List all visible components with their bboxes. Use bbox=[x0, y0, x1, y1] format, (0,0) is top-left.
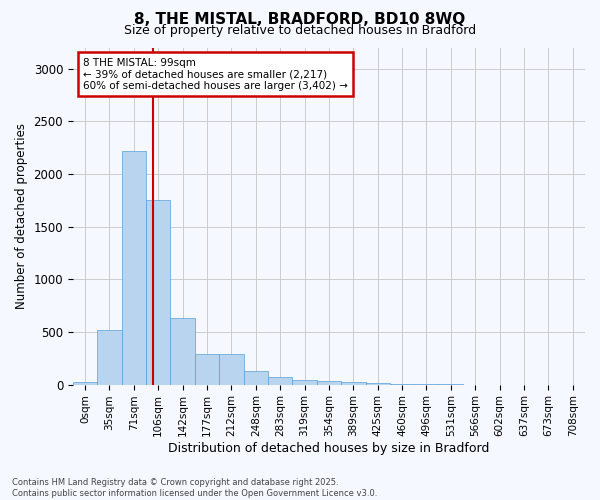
Bar bbox=[73, 382, 97, 384]
Bar bbox=[97, 330, 122, 384]
Text: 8, THE MISTAL, BRADFORD, BD10 8WQ: 8, THE MISTAL, BRADFORD, BD10 8WQ bbox=[134, 12, 466, 28]
Bar bbox=[292, 380, 317, 384]
Bar bbox=[195, 354, 219, 384]
Bar bbox=[341, 382, 365, 384]
Bar bbox=[268, 376, 292, 384]
Bar bbox=[365, 383, 390, 384]
Y-axis label: Number of detached properties: Number of detached properties bbox=[15, 123, 28, 309]
Bar bbox=[146, 200, 170, 384]
Bar bbox=[317, 382, 341, 384]
Bar bbox=[219, 354, 244, 384]
Bar bbox=[170, 318, 195, 384]
Bar bbox=[122, 150, 146, 384]
Text: 8 THE MISTAL: 99sqm
← 39% of detached houses are smaller (2,217)
60% of semi-det: 8 THE MISTAL: 99sqm ← 39% of detached ho… bbox=[83, 58, 348, 91]
Text: Size of property relative to detached houses in Bradford: Size of property relative to detached ho… bbox=[124, 24, 476, 37]
Bar bbox=[244, 371, 268, 384]
Text: Contains HM Land Registry data © Crown copyright and database right 2025.
Contai: Contains HM Land Registry data © Crown c… bbox=[12, 478, 377, 498]
X-axis label: Distribution of detached houses by size in Bradford: Distribution of detached houses by size … bbox=[168, 442, 490, 455]
